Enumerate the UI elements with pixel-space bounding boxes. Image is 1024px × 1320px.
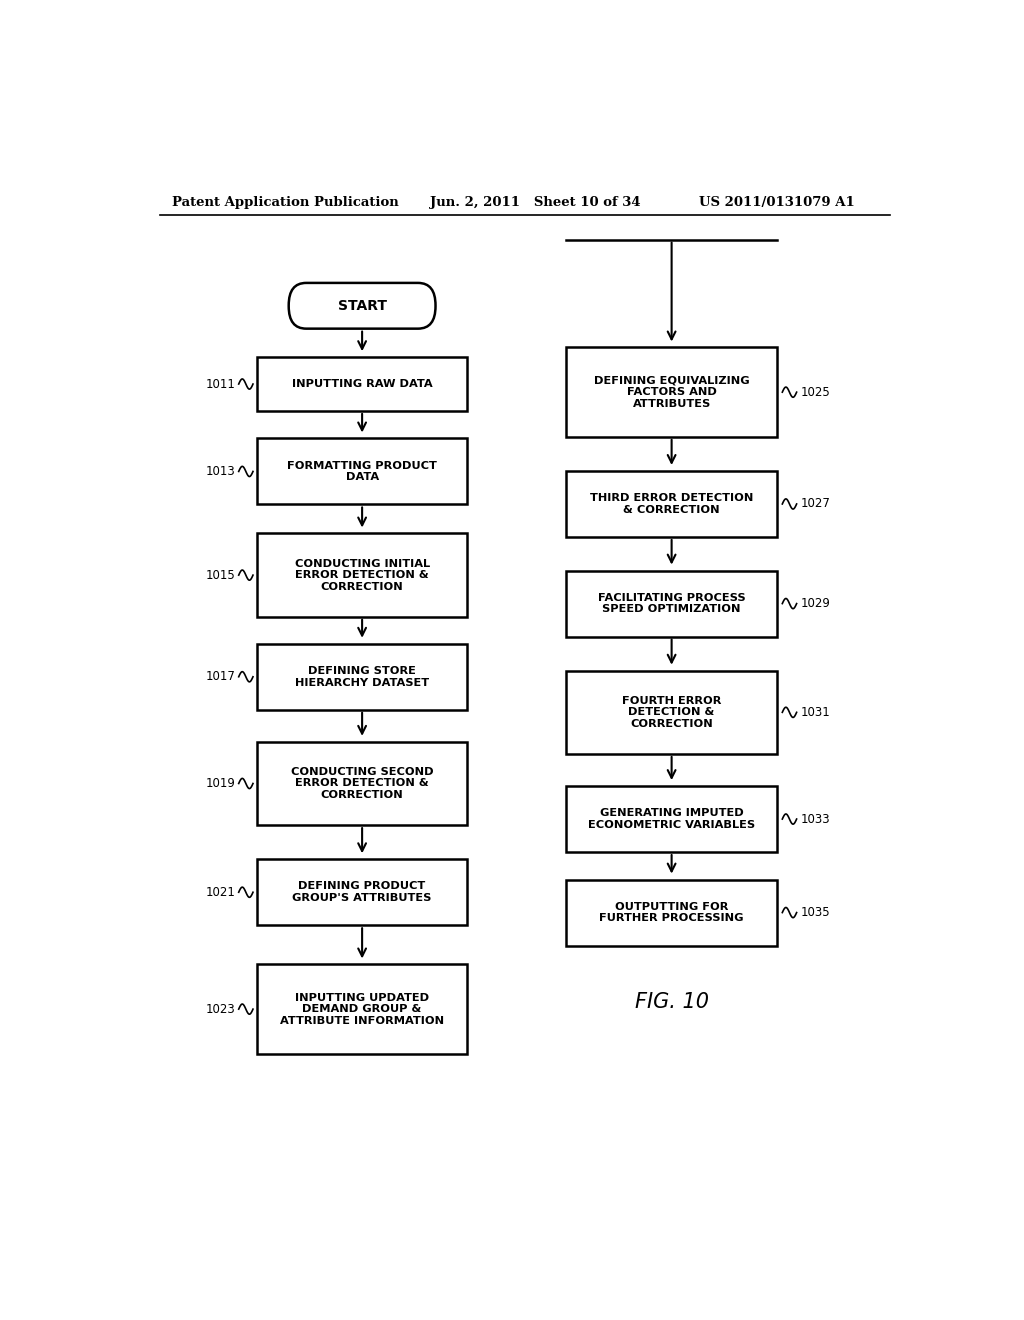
Text: INPUTTING RAW DATA: INPUTTING RAW DATA	[292, 379, 432, 389]
Text: US 2011/0131079 A1: US 2011/0131079 A1	[699, 195, 855, 209]
FancyBboxPatch shape	[566, 570, 777, 636]
FancyBboxPatch shape	[566, 671, 777, 754]
Text: DEFINING STORE
HIERARCHY DATASET: DEFINING STORE HIERARCHY DATASET	[295, 667, 429, 688]
FancyBboxPatch shape	[257, 644, 467, 710]
FancyBboxPatch shape	[257, 533, 467, 616]
Text: 1019: 1019	[206, 777, 236, 789]
Text: Jun. 2, 2011   Sheet 10 of 34: Jun. 2, 2011 Sheet 10 of 34	[430, 195, 640, 209]
Text: CONDUCTING SECOND
ERROR DETECTION &
CORRECTION: CONDUCTING SECOND ERROR DETECTION & CORR…	[291, 767, 433, 800]
Text: 1013: 1013	[206, 465, 236, 478]
Text: 1031: 1031	[801, 706, 830, 719]
Text: GENERATING IMPUTED
ECONOMETRIC VARIABLES: GENERATING IMPUTED ECONOMETRIC VARIABLES	[588, 808, 755, 830]
Text: CONDUCTING INITIAL
ERROR DETECTION &
CORRECTION: CONDUCTING INITIAL ERROR DETECTION & COR…	[295, 558, 430, 591]
FancyBboxPatch shape	[566, 347, 777, 437]
FancyBboxPatch shape	[566, 471, 777, 537]
Text: 1025: 1025	[801, 385, 830, 399]
Text: 1029: 1029	[801, 597, 830, 610]
Text: 1021: 1021	[206, 886, 236, 899]
Text: 1035: 1035	[801, 906, 830, 919]
Text: INPUTTING UPDATED
DEMAND GROUP &
ATTRIBUTE INFORMATION: INPUTTING UPDATED DEMAND GROUP & ATTRIBU…	[280, 993, 444, 1026]
Text: Patent Application Publication: Patent Application Publication	[172, 195, 398, 209]
FancyBboxPatch shape	[257, 742, 467, 825]
Text: 1011: 1011	[206, 378, 236, 391]
Text: DEFINING PRODUCT
GROUP'S ATTRIBUTES: DEFINING PRODUCT GROUP'S ATTRIBUTES	[293, 882, 432, 903]
Text: FOURTH ERROR
DETECTION &
CORRECTION: FOURTH ERROR DETECTION & CORRECTION	[622, 696, 721, 729]
FancyBboxPatch shape	[566, 879, 777, 945]
Text: DEFINING EQUIVALIZING
FACTORS AND
ATTRIBUTES: DEFINING EQUIVALIZING FACTORS AND ATTRIB…	[594, 376, 750, 409]
Text: 1033: 1033	[801, 813, 830, 825]
Text: FORMATTING PRODUCT
DATA: FORMATTING PRODUCT DATA	[287, 461, 437, 482]
FancyBboxPatch shape	[257, 438, 467, 504]
Text: 1023: 1023	[206, 1003, 236, 1015]
FancyBboxPatch shape	[257, 965, 467, 1053]
Text: FACILITATING PROCESS
SPEED OPTIMIZATION: FACILITATING PROCESS SPEED OPTIMIZATION	[598, 593, 745, 614]
FancyBboxPatch shape	[566, 785, 777, 853]
Text: START: START	[338, 298, 387, 313]
FancyBboxPatch shape	[257, 358, 467, 411]
Text: THIRD ERROR DETECTION
& CORRECTION: THIRD ERROR DETECTION & CORRECTION	[590, 494, 754, 515]
FancyBboxPatch shape	[289, 282, 435, 329]
Text: 1015: 1015	[206, 569, 236, 582]
Text: 1017: 1017	[206, 671, 236, 684]
Text: OUTPUTTING FOR
FURTHER PROCESSING: OUTPUTTING FOR FURTHER PROCESSING	[599, 902, 743, 924]
Text: 1027: 1027	[801, 498, 830, 511]
FancyBboxPatch shape	[257, 859, 467, 925]
Text: FIG. 10: FIG. 10	[635, 993, 709, 1012]
